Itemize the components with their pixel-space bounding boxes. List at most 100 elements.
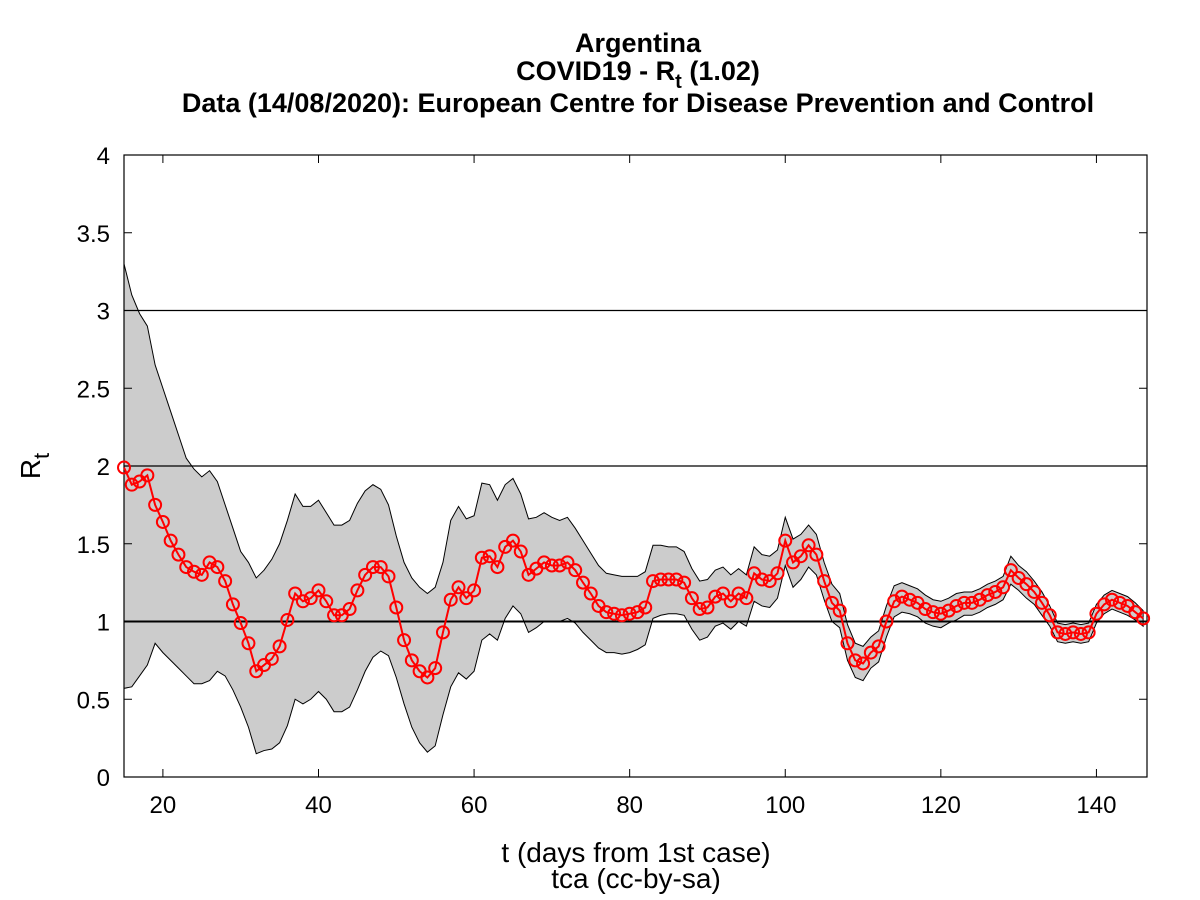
rt-marker bbox=[537, 555, 552, 570]
rt-marker bbox=[793, 549, 808, 564]
rt-marker bbox=[264, 651, 279, 666]
rt-marker bbox=[809, 547, 824, 562]
rt-marker bbox=[817, 574, 832, 589]
rt-marker bbox=[770, 566, 785, 581]
rt-marker bbox=[443, 592, 458, 607]
rt-marker bbox=[840, 636, 855, 651]
rt-marker bbox=[1003, 563, 1018, 578]
rt-marker bbox=[365, 560, 380, 575]
rt-marker bbox=[708, 589, 723, 604]
x-tick-label: 60 bbox=[461, 792, 488, 819]
rt-marker bbox=[583, 586, 598, 601]
rt-marker bbox=[225, 597, 240, 612]
rt-marker bbox=[964, 595, 979, 610]
rt-marker bbox=[288, 586, 303, 601]
ylabel-text: R bbox=[15, 459, 46, 479]
rt-marker bbox=[179, 560, 194, 575]
rt-marker bbox=[420, 670, 435, 685]
rt-marker bbox=[1081, 625, 1096, 640]
rt-marker bbox=[638, 600, 653, 615]
rt-marker bbox=[1097, 597, 1112, 612]
rt-marker bbox=[575, 575, 590, 590]
rt-marker bbox=[467, 583, 482, 598]
rt-marker bbox=[684, 591, 699, 606]
rt-marker bbox=[614, 608, 629, 623]
x-axis-label: t (days from 1st case) bbox=[501, 837, 770, 868]
subtitle-sub: t bbox=[675, 71, 682, 93]
rt-marker bbox=[918, 602, 933, 617]
rt-marker bbox=[778, 533, 793, 548]
y-tick-label: 2.5 bbox=[77, 376, 110, 403]
rt-marker bbox=[933, 606, 948, 621]
rt-marker bbox=[856, 656, 871, 671]
rt-marker bbox=[832, 603, 847, 618]
rt-marker bbox=[754, 572, 769, 587]
rt-marker bbox=[723, 594, 738, 609]
rt-marker bbox=[762, 574, 777, 589]
y-tick-label: 1.5 bbox=[77, 532, 110, 559]
x-tick-label: 80 bbox=[616, 792, 643, 819]
rt-marker bbox=[731, 586, 746, 601]
rt-marker bbox=[1058, 626, 1073, 641]
y-tick-label: 2 bbox=[97, 454, 110, 481]
rt-marker bbox=[451, 580, 466, 595]
y-tick-label: 1 bbox=[97, 610, 110, 637]
rt-marker bbox=[1104, 592, 1119, 607]
rt-marker bbox=[148, 497, 163, 512]
rt-marker bbox=[163, 533, 178, 548]
rt-marker bbox=[474, 550, 489, 565]
rt-marker bbox=[996, 580, 1011, 595]
rt-marker bbox=[599, 605, 614, 620]
x-tick-label: 140 bbox=[1076, 792, 1116, 819]
rt-marker bbox=[155, 514, 170, 529]
subtitle-after: (1.02) bbox=[682, 56, 760, 86]
ylabel-sub: t bbox=[29, 453, 54, 459]
rt-marker bbox=[397, 633, 412, 648]
chart-source: Data (14/08/2020): European Centre for D… bbox=[182, 88, 1094, 118]
rt-marker bbox=[677, 575, 692, 590]
rt-marker bbox=[988, 584, 1003, 599]
rt-marker bbox=[435, 625, 450, 640]
rt-marker bbox=[513, 544, 528, 559]
rt-marker bbox=[272, 639, 287, 654]
rt-marker bbox=[373, 560, 388, 575]
y-tick-label: 4 bbox=[97, 143, 110, 170]
rt-marker bbox=[607, 606, 622, 621]
rt-marker bbox=[544, 558, 559, 573]
rt-marker bbox=[202, 555, 217, 570]
rt-marker bbox=[848, 653, 863, 668]
rt-marker bbox=[381, 569, 396, 584]
y-tick-label: 0 bbox=[97, 765, 110, 792]
rt-marker bbox=[389, 600, 404, 615]
y-tick-label: 3.5 bbox=[77, 221, 110, 248]
rt-marker bbox=[210, 560, 225, 575]
rt-marker bbox=[739, 591, 754, 606]
rt-marker bbox=[894, 589, 909, 604]
chart-subtitle: COVID19 - Rt (1.02) bbox=[516, 56, 760, 93]
confidence-band bbox=[123, 263, 1144, 755]
rt-marker bbox=[404, 653, 419, 668]
rt-marker bbox=[902, 592, 917, 607]
rt-marker bbox=[140, 468, 155, 483]
rt-marker bbox=[957, 595, 972, 610]
rt-marker bbox=[280, 612, 295, 627]
rt-marker bbox=[980, 588, 995, 603]
rt-marker bbox=[1073, 626, 1088, 641]
rt-marker bbox=[1089, 606, 1104, 621]
rt-marker bbox=[233, 616, 248, 631]
x-tick-label: 40 bbox=[305, 792, 332, 819]
rt-marker bbox=[716, 586, 731, 601]
footer: tca (cc-by-sa) bbox=[551, 863, 721, 894]
x-tick-label: 120 bbox=[921, 792, 961, 819]
rt-marker bbox=[622, 606, 637, 621]
rt-marker bbox=[194, 567, 209, 582]
rt-marker bbox=[871, 639, 886, 654]
rt-marker bbox=[1112, 595, 1127, 610]
rt-marker bbox=[879, 614, 894, 629]
rt-marker bbox=[490, 560, 505, 575]
rt-marker bbox=[568, 563, 583, 578]
rt-marker bbox=[1050, 625, 1065, 640]
rt-marker bbox=[482, 549, 497, 564]
rt-marker bbox=[801, 538, 816, 553]
